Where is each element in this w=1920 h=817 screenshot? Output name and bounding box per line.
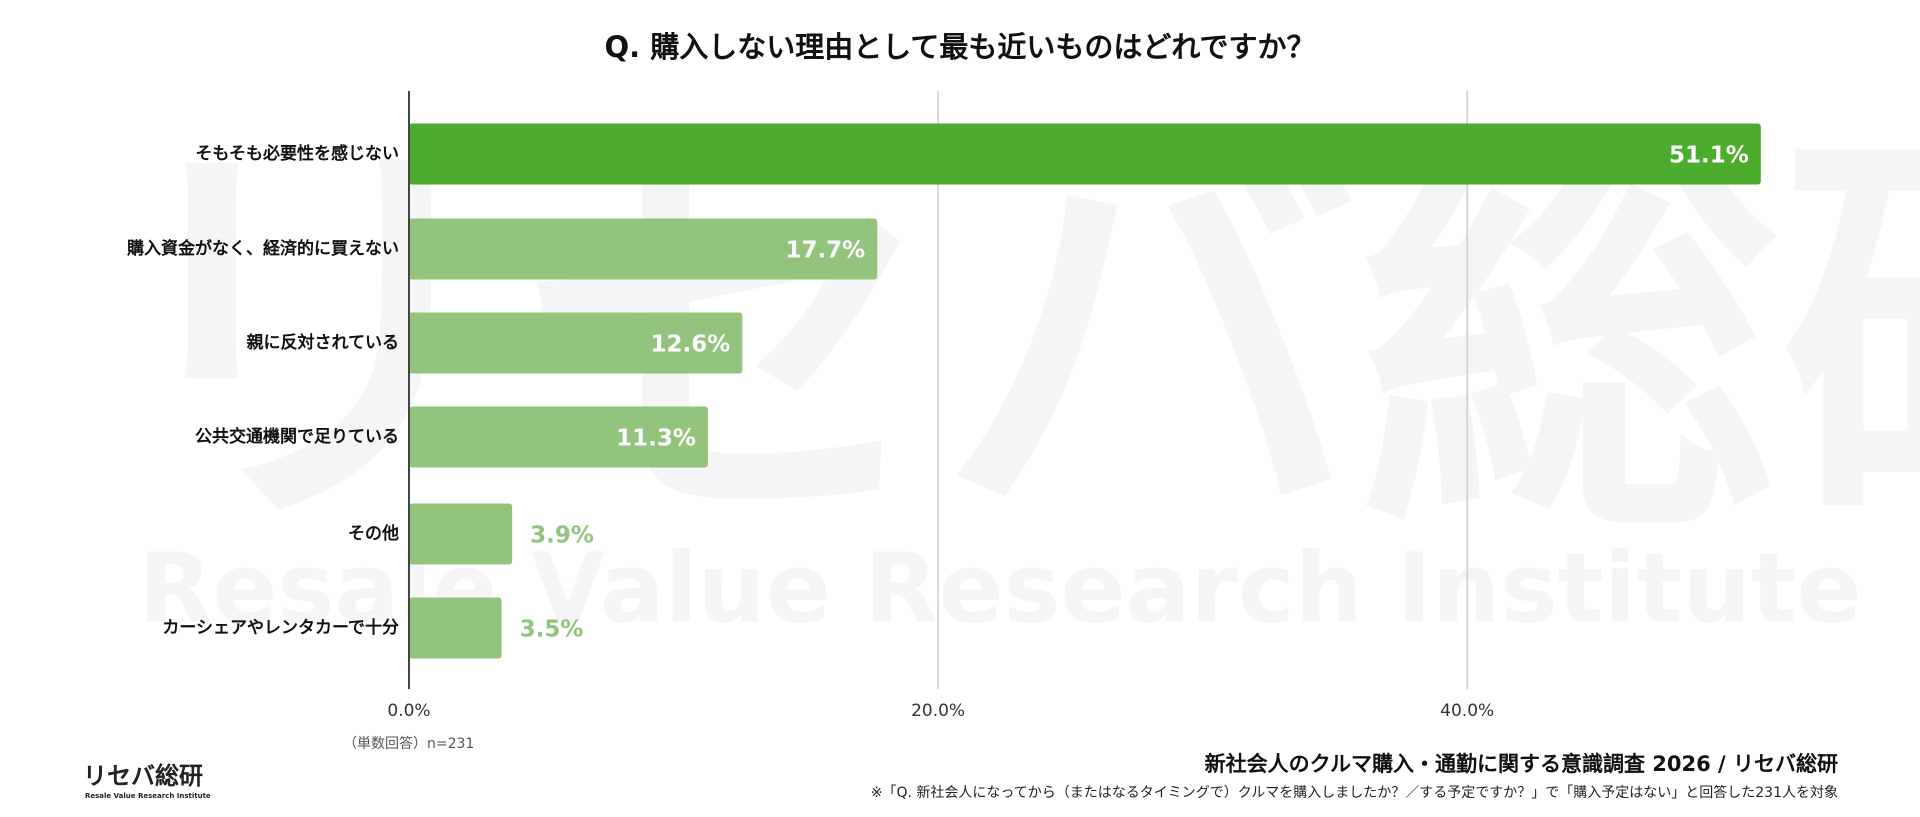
source: 新社会人のクルマ購入・通勤に関する意識調査 2026 / リセバ総研: [1205, 752, 1838, 776]
bar: [409, 218, 878, 280]
y-tick-label: その他: [348, 523, 399, 544]
y-tick-label: カーシェアやレンタカーで十分: [162, 617, 399, 638]
value-label: 17.7%: [785, 238, 865, 264]
bar: [409, 597, 502, 659]
bar: [409, 503, 513, 565]
y-tick-label: 公共交通機関で足りている: [195, 426, 399, 447]
logo-sub: Resale Value Research Institute: [85, 792, 211, 800]
y-tick-label: 親に反対されている: [247, 332, 400, 353]
x-tick-label: 40.0%: [1440, 701, 1494, 721]
value-label: 11.3%: [616, 426, 696, 452]
x-tick-label: 0.0%: [387, 701, 430, 721]
bar: [409, 406, 708, 468]
value-label: 3.5%: [520, 617, 584, 643]
y-tick-label: 購入資金がなく、経済的に買えない: [127, 238, 399, 259]
x-tick-label: 20.0%: [911, 701, 965, 721]
bar: [409, 312, 743, 374]
chart-title: Q. 購入しない理由として最も近いものはどれですか？: [604, 30, 1315, 64]
logo: リセバ総研: [83, 762, 203, 790]
footnote: ※「Q. 新社会人になってから（またはなるタイミングで）クルマを購入しましたか？…: [871, 784, 1838, 801]
sample-note: （単数回答）n=231: [343, 735, 474, 752]
y-tick-label: そもそも必要性を感じない: [195, 143, 399, 164]
value-label: 51.1%: [1669, 143, 1749, 169]
bar: [409, 123, 1761, 185]
value-label: 12.6%: [651, 332, 731, 358]
value-label: 3.9%: [530, 523, 594, 549]
